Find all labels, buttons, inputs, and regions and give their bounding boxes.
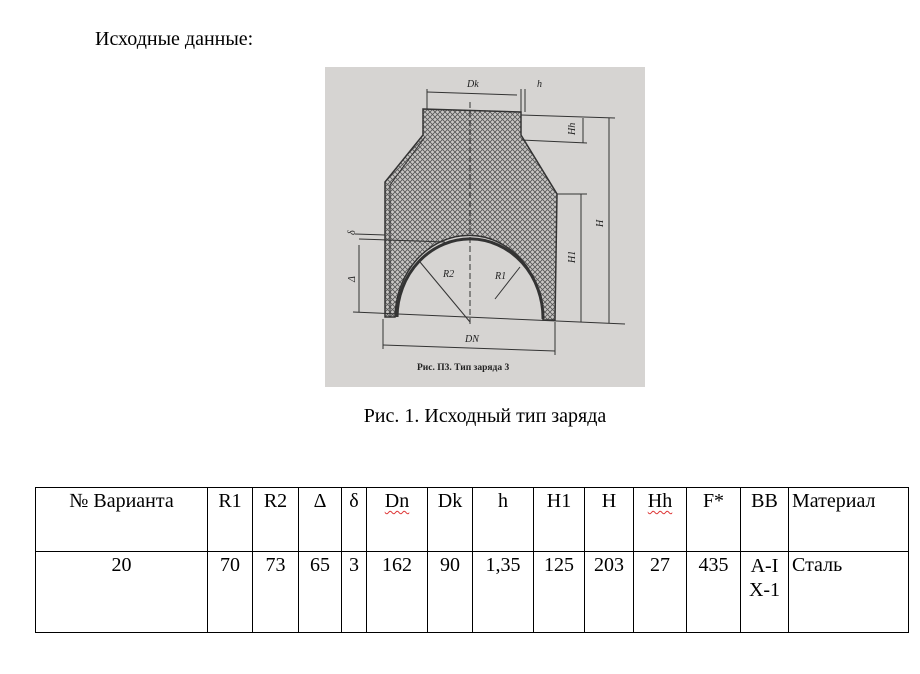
- label-r2: R2: [442, 269, 454, 280]
- header-cell: R1: [207, 487, 253, 552]
- cell: 65: [298, 551, 342, 633]
- header-cell: Dk: [427, 487, 473, 552]
- source-data-table: № Варианта R1 R2 Δ δ Dn Dk h H1 H Hh F* …: [35, 487, 909, 633]
- header-cell: H: [584, 487, 634, 552]
- header-cell: δ: [341, 487, 367, 552]
- header-cell: Hh: [633, 487, 687, 552]
- photo-caption: Рис. П3. Тип заряда 3: [417, 363, 509, 373]
- cell: 162: [366, 551, 428, 633]
- cell: 203: [584, 551, 634, 633]
- header-cell: Dn: [366, 487, 428, 552]
- cell: 20: [35, 551, 208, 633]
- label-r1: R1: [494, 271, 506, 282]
- dimension-lines: [352, 89, 626, 355]
- figure-caption: Рис. 1. Исходный тип заряда: [363, 405, 607, 427]
- label-delta: Δ: [347, 276, 358, 283]
- cell: 90: [427, 551, 473, 633]
- cell: 3: [341, 551, 367, 633]
- label-dk: Dk: [466, 79, 479, 90]
- header-cell: Δ: [298, 487, 342, 552]
- cell: 27: [633, 551, 687, 633]
- charge-body: [384, 108, 558, 321]
- cell: Сталь: [788, 551, 909, 633]
- header-cell: H1: [533, 487, 585, 552]
- table-header-row: № Варианта R1 R2 Δ δ Dn Dk h H1 H Hh F* …: [35, 487, 909, 552]
- heading: Исходные данные:: [95, 28, 254, 50]
- header-cell: Материал: [788, 487, 909, 552]
- header-text: Dn: [384, 490, 410, 512]
- label-hh: Hh: [567, 123, 578, 136]
- cell: 1,35: [472, 551, 534, 633]
- label-h-total: H: [595, 219, 606, 228]
- cell: 125: [533, 551, 585, 633]
- header-text: Hh: [647, 490, 673, 512]
- header-cell: F*: [686, 487, 741, 552]
- header-cell: BB: [740, 487, 789, 552]
- label-delta-small: δ: [347, 230, 358, 235]
- label-h: h: [537, 79, 542, 90]
- cell: 73: [252, 551, 299, 633]
- label-h1: H1: [567, 251, 578, 264]
- header-cell: R2: [252, 487, 299, 552]
- charge-figure-photo: Dk h Hh H H1 δ Δ R2 R1 DN Рис. П3. Тип з…: [325, 67, 645, 387]
- header-cell: № Варианта: [35, 487, 208, 552]
- table-row: 20 70 73 65 3 162 90 1,35 125 203 27 435…: [35, 551, 909, 633]
- cell: 435: [686, 551, 741, 633]
- header-cell: h: [472, 487, 534, 552]
- cell: A-IX-1: [740, 551, 789, 633]
- label-dn: DN: [464, 334, 480, 345]
- cell: 70: [207, 551, 253, 633]
